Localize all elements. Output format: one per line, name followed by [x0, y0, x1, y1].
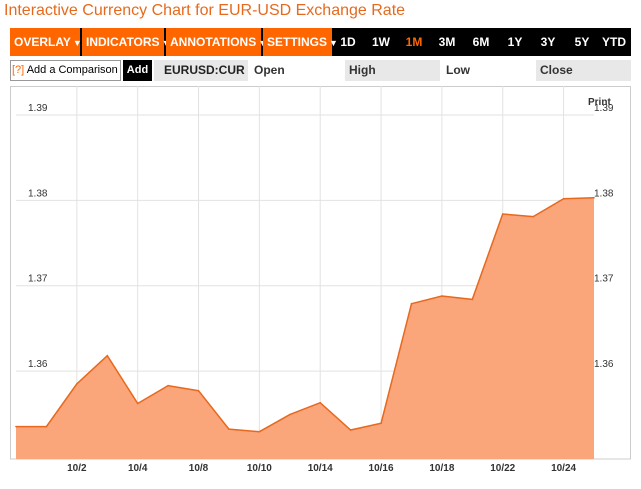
quote-row: [?] Add a Comparison Add EURUSD:CUR Open… — [10, 60, 631, 81]
add-comparison-label: Add a Comparison — [26, 64, 118, 76]
triangle-down-icon: ▼ — [72, 38, 82, 48]
annotations-menu-button[interactable]: ANNOTATIONS▼ — [166, 28, 267, 56]
low-field: Low — [446, 63, 470, 77]
range-3y-button[interactable]: 3Y — [540, 35, 556, 49]
data-point — [319, 401, 322, 404]
settings-menu-label: SETTINGS — [267, 35, 328, 49]
data-point — [289, 413, 291, 416]
chart-toolbar: OVERLAY▼ INDICATORS▼ ANNOTATIONS▼ SETTIN… — [10, 28, 631, 56]
triangle-down-icon: ▼ — [258, 38, 267, 48]
annotations-menu-label: ANNOTATIONS — [170, 35, 257, 49]
data-point — [532, 215, 534, 218]
y-tick-label-right: 1.38 — [594, 188, 614, 199]
settings-menu-button[interactable]: SETTINGS ▼ — [263, 28, 338, 56]
data-point — [167, 384, 169, 387]
data-point — [228, 428, 230, 430]
range-1m-button[interactable]: 1M — [405, 35, 423, 49]
data-point — [562, 197, 565, 200]
data-point — [349, 429, 352, 431]
y-tick-label-right: 1.39 — [594, 103, 614, 114]
data-point — [441, 295, 443, 297]
overlay-menu-label: OVERLAY — [14, 35, 71, 49]
x-tick-label: 10/16 — [369, 463, 394, 474]
add-comparison-field[interactable]: [?] Add a Comparison — [10, 60, 121, 81]
indicators-menu-button[interactable]: INDICATORS▼ — [82, 28, 170, 56]
y-tick-label-left: 1.37 — [28, 274, 48, 285]
data-point — [593, 197, 595, 199]
range-ytd-button[interactable]: YTD — [602, 35, 626, 49]
x-tick-label: 10/14 — [308, 463, 333, 474]
add-comparison-button[interactable]: Add — [123, 60, 152, 81]
range-5y-button[interactable]: 5Y — [574, 35, 590, 49]
y-tick-label-right: 1.37 — [594, 274, 614, 285]
chart-area: 1.36 1.36 1.37 1.37 1.38 1.38 1.39 1.39 10/2 10/4… — [10, 86, 631, 484]
triangle-down-icon: ▼ — [329, 38, 338, 48]
data-point — [380, 422, 382, 425]
overlay-menu-button[interactable]: OVERLAY ▼ — [10, 28, 82, 56]
x-tick-label: 10/18 — [429, 463, 454, 474]
ticker-symbol: EURUSD:CUR — [154, 60, 248, 81]
data-point — [197, 389, 200, 392]
x-tick-label: 10/8 — [189, 463, 209, 474]
y-tick-label-left: 1.38 — [28, 188, 48, 199]
print-link[interactable]: Print — [588, 97, 611, 108]
x-tick-label: 10/4 — [128, 463, 148, 474]
high-field: High — [345, 60, 440, 81]
data-point — [501, 213, 504, 215]
range-6m-button[interactable]: 6M — [472, 35, 490, 49]
data-point — [258, 430, 261, 433]
range-1w-button[interactable]: 1W — [372, 35, 390, 49]
range-1y-button[interactable]: 1Y — [507, 35, 523, 49]
data-point — [15, 425, 17, 428]
x-tick-label: 10/2 — [67, 463, 87, 474]
range-3m-button[interactable]: 3M — [438, 35, 456, 49]
data-point — [45, 425, 48, 428]
indicators-menu-label: INDICATORS — [86, 35, 160, 49]
range-1d-button[interactable]: 1D — [340, 35, 356, 49]
y-tick-label-right: 1.36 — [594, 359, 614, 370]
price-chart[interactable]: 1.36 1.36 1.37 1.37 1.38 1.38 1.39 1.39 10/2 10/4… — [10, 86, 631, 484]
data-point — [471, 298, 474, 301]
price-area — [16, 197, 594, 460]
data-point — [136, 402, 139, 405]
page-title: Interactive Currency Chart for EUR-USD E… — [4, 2, 406, 19]
y-tick-label-left: 1.36 — [28, 359, 48, 370]
x-tick-label: 10/22 — [490, 463, 515, 474]
data-point — [76, 383, 78, 385]
open-field: Open — [254, 63, 285, 77]
help-link[interactable]: [?] — [12, 64, 25, 76]
price-line — [16, 197, 595, 433]
x-tick-label: 10/24 — [551, 463, 576, 474]
data-point — [106, 354, 109, 357]
data-point — [410, 302, 413, 305]
x-tick-label: 10/10 — [247, 463, 272, 474]
close-field: Close — [536, 60, 631, 81]
y-tick-label-left: 1.39 — [28, 103, 48, 114]
